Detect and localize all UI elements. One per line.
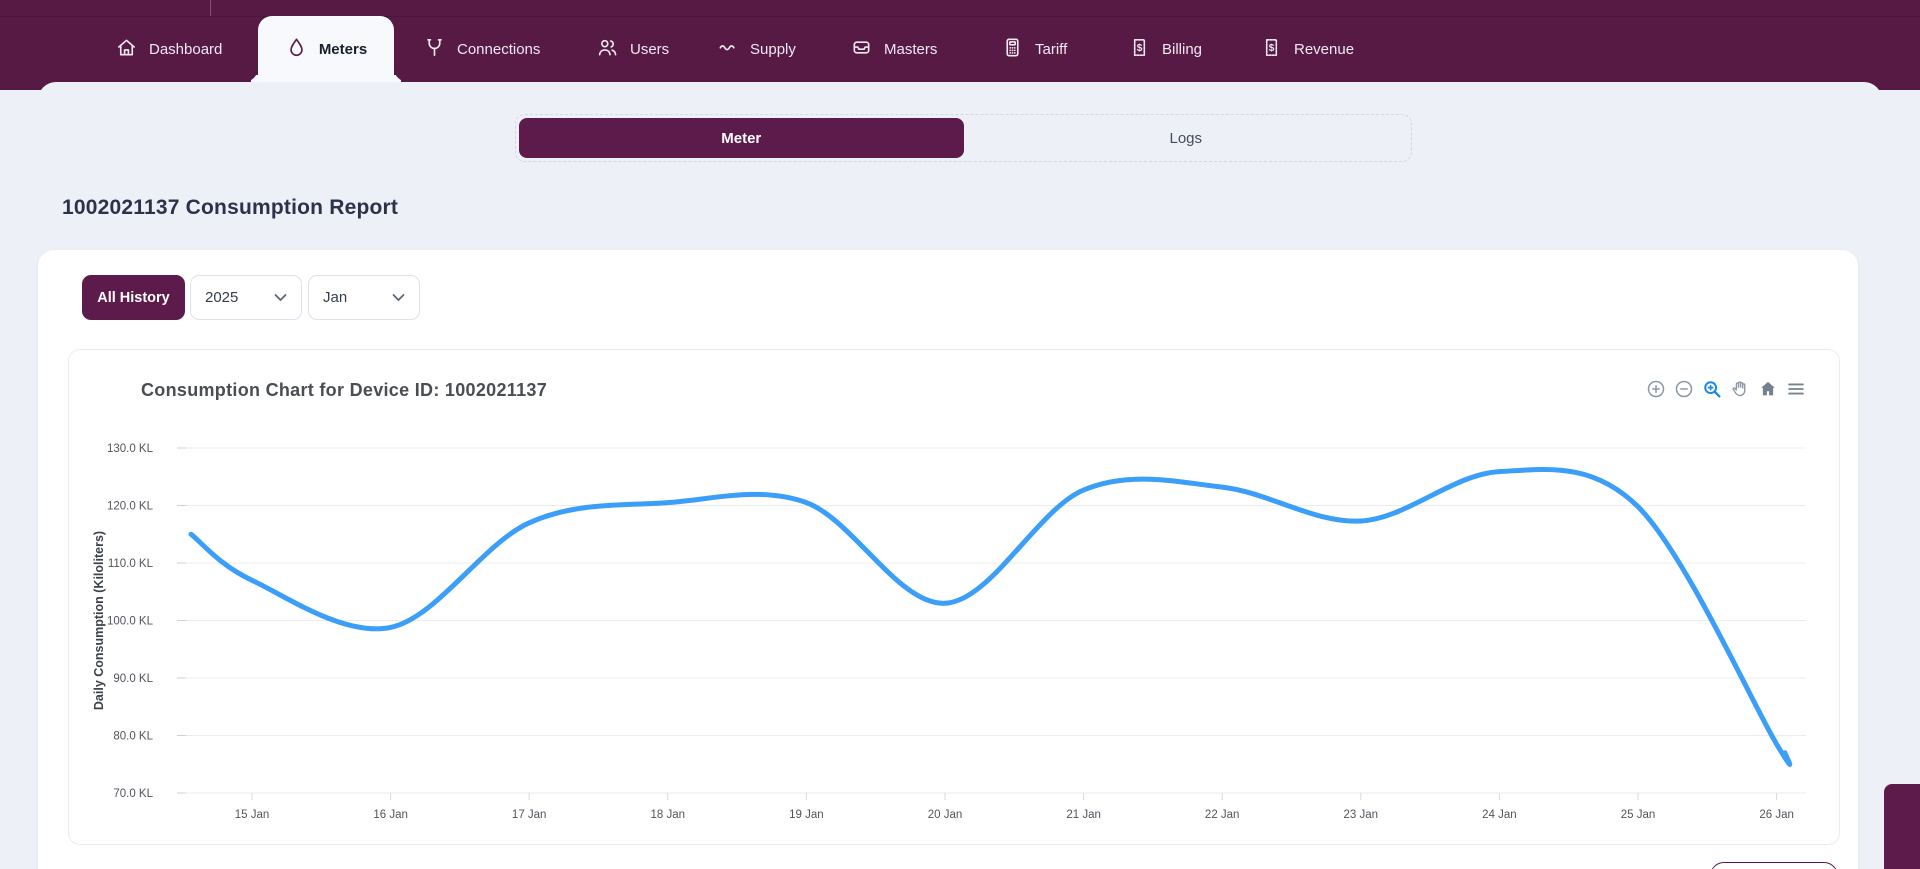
consumption-line-chart[interactable]: 130.0 KL 120.0 KL 110.0 KL 100.0 KL 90.0 KL 8…: [91, 361, 1831, 831]
nav-item-billing[interactable]: $ Billing: [1128, 16, 1202, 82]
nav-item-tariff[interactable]: Tariff: [1001, 16, 1067, 82]
chevron-down-icon: [392, 289, 405, 306]
nav-item-label: Tariff: [1035, 40, 1068, 58]
receipt-dollar-icon: $: [1128, 36, 1151, 63]
svg-text:15 Jan: 15 Jan: [235, 809, 270, 821]
meter-logs-toggle: Meter Logs: [515, 114, 1412, 162]
svg-text:20 Jan: 20 Jan: [928, 809, 963, 821]
page-title: 1002021137 Consumption Report: [62, 196, 399, 219]
top-nav: Dashboard Meters Connections Users Suppl…: [0, 0, 1920, 90]
nav-item-dashboard[interactable]: Dashboard: [115, 16, 222, 82]
svg-text:16 Jan: 16 Jan: [373, 809, 408, 821]
nav-item-label: Supply: [750, 40, 796, 58]
svg-text:$: $: [1269, 42, 1275, 53]
svg-text:$: $: [1137, 42, 1143, 53]
svg-text:21 Jan: 21 Jan: [1066, 809, 1101, 821]
nav-item-supply[interactable]: Supply: [716, 16, 796, 82]
wave-icon: [716, 36, 739, 63]
nav-item-revenue[interactable]: $ Revenue: [1260, 16, 1354, 82]
toggle-option-meter[interactable]: Meter: [519, 118, 964, 158]
chevron-down-icon: [274, 289, 287, 306]
svg-text:24 Jan: 24 Jan: [1482, 809, 1517, 821]
svg-text:120.0 KL: 120.0 KL: [107, 501, 154, 513]
nav-item-label: Connections: [457, 40, 541, 58]
corner-floating-button[interactable]: [1884, 784, 1920, 869]
year-select-value: 2025: [205, 289, 239, 306]
svg-text:90.0 KL: 90.0 KL: [113, 673, 153, 685]
nav-item-label: Billing: [1162, 40, 1203, 58]
receipt-dollar-icon: $: [1260, 36, 1283, 63]
svg-text:18 Jan: 18 Jan: [651, 809, 686, 821]
nav-item-label: Meters: [318, 40, 368, 58]
users-icon: [596, 36, 619, 63]
menu-icon[interactable]: [1785, 378, 1807, 400]
svg-text:80.0 KL: 80.0 KL: [113, 731, 153, 743]
zoom-out-icon[interactable]: [1673, 378, 1695, 400]
chart-container: Consumption Chart for Device ID: 1002021…: [68, 349, 1840, 845]
home-icon: [115, 36, 138, 63]
chart-title: Consumption Chart for Device ID: 1002021…: [141, 380, 548, 400]
svg-text:26 Jan: 26 Jan: [1759, 809, 1794, 821]
nav-item-label: Revenue: [1294, 40, 1355, 58]
navbar-tab-divider: [210, 0, 211, 16]
pan-hand-icon[interactable]: [1729, 378, 1751, 400]
consumption-report-card: All History 2025 Jan Consumption Chart f…: [38, 250, 1858, 869]
month-select[interactable]: Jan: [308, 275, 420, 320]
nav-item-users[interactable]: Users: [596, 16, 669, 82]
zoom-in-icon[interactable]: [1645, 378, 1667, 400]
reset-home-icon[interactable]: [1757, 378, 1779, 400]
chart-toolbar: [1645, 378, 1807, 400]
svg-text:23 Jan: 23 Jan: [1344, 809, 1379, 821]
svg-text:100.0 KL: 100.0 KL: [107, 616, 154, 628]
year-select[interactable]: 2025: [190, 275, 302, 320]
svg-text:130.0 KL: 130.0 KL: [107, 443, 154, 455]
svg-text:25 Jan: 25 Jan: [1621, 809, 1656, 821]
nav-item-label: Masters: [884, 40, 938, 58]
nav-item-label: Users: [630, 40, 670, 58]
water-drop-icon: [285, 36, 308, 63]
navbar-seam: [0, 16, 1920, 17]
nav-item-connections[interactable]: Connections: [423, 16, 540, 82]
svg-text:110.0 KL: 110.0 KL: [108, 558, 154, 570]
month-select-value: Jan: [323, 289, 348, 306]
nav-item-masters[interactable]: Masters: [850, 16, 937, 82]
calculator-icon: [1001, 36, 1024, 63]
svg-text:19 Jan: 19 Jan: [789, 809, 824, 821]
toggle-option-logs[interactable]: Logs: [1169, 129, 1203, 147]
svg-text:17 Jan: 17 Jan: [512, 809, 547, 821]
partially-visible-outline-button[interactable]: [1710, 862, 1838, 869]
nav-item-label: Dashboard: [149, 40, 223, 58]
box-zoom-icon[interactable]: [1701, 378, 1723, 400]
all-history-button[interactable]: All History: [82, 275, 185, 320]
nav-item-meters-active-tab[interactable]: Meters: [258, 16, 394, 82]
pipe-branch-icon: [423, 36, 446, 63]
svg-text:Daily Consumption (Kiloliters): Daily Consumption (Kiloliters): [92, 531, 106, 710]
svg-text:70.0 KL: 70.0 KL: [113, 788, 153, 800]
svg-text:22 Jan: 22 Jan: [1205, 809, 1240, 821]
inbox-tray-icon: [850, 36, 873, 63]
